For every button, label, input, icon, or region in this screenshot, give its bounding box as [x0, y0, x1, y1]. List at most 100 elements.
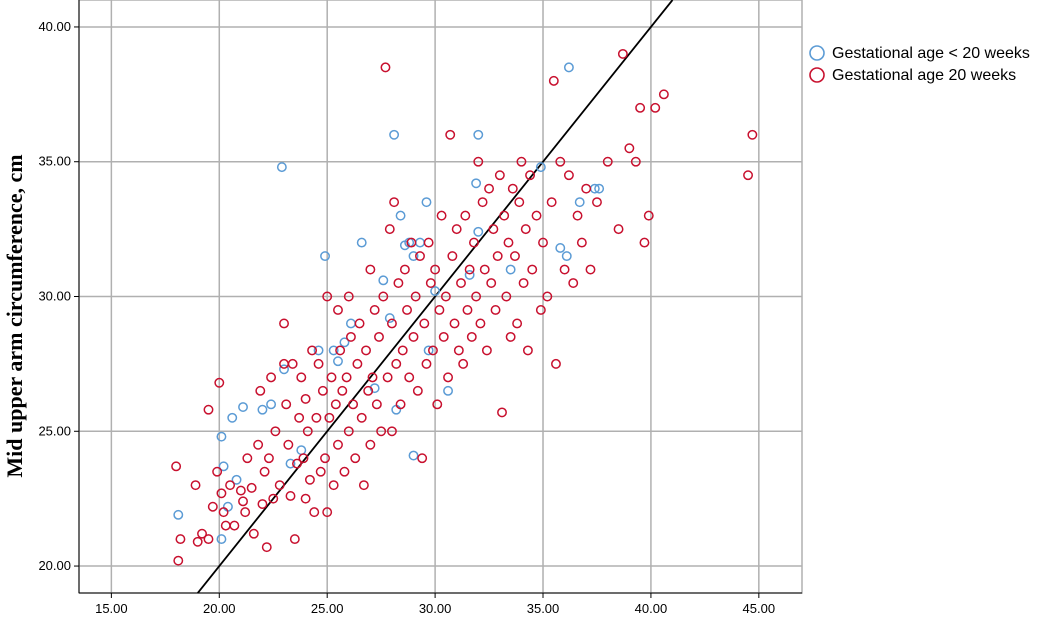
data-point	[466, 331, 477, 342]
data-point	[324, 412, 335, 423]
data-point	[231, 474, 242, 485]
data-point	[203, 404, 214, 415]
data-point	[546, 197, 557, 208]
data-point	[279, 318, 289, 329]
y-axis-title: Mid upper arm circumference, cm	[2, 154, 27, 477]
data-point	[358, 480, 369, 491]
data-point	[386, 318, 397, 329]
data-point	[259, 466, 270, 477]
data-point	[173, 509, 184, 520]
data-point	[285, 491, 296, 501]
data-point	[421, 197, 432, 208]
data-point	[505, 264, 516, 275]
data-point	[333, 305, 343, 315]
data-point	[386, 426, 397, 437]
data-point	[440, 291, 451, 302]
data-point	[268, 493, 279, 504]
data-point	[216, 534, 227, 545]
data-point	[430, 286, 441, 297]
series-2-points	[171, 48, 758, 566]
data-point	[218, 507, 229, 518]
data-point	[242, 453, 253, 464]
data-point	[551, 358, 561, 369]
data-point	[322, 507, 333, 518]
legend-marker	[809, 67, 825, 83]
data-point	[471, 178, 482, 189]
data-point	[175, 534, 186, 545]
data-point	[555, 156, 566, 167]
data-point	[238, 496, 248, 507]
data-point	[503, 237, 514, 248]
data-point	[363, 385, 374, 396]
y-tick-label: 30.00	[38, 289, 71, 304]
data-point	[423, 237, 434, 248]
data-point	[326, 372, 337, 383]
data-point	[257, 499, 268, 509]
data-point	[561, 251, 572, 262]
data-point	[255, 385, 266, 396]
data-point	[419, 318, 430, 329]
data-point	[266, 372, 277, 383]
data-point	[345, 331, 356, 342]
data-point	[505, 331, 516, 342]
data-point	[415, 251, 425, 262]
data-point	[559, 264, 570, 275]
data-point	[384, 313, 395, 324]
data-point	[343, 291, 354, 302]
data-point	[371, 399, 382, 410]
data-point	[294, 412, 305, 423]
data-point	[514, 197, 525, 208]
data-point	[389, 197, 400, 208]
x-tick-label: 40.00	[635, 601, 668, 616]
identity-reference-line	[196, 0, 674, 594]
x-tick-label: 35.00	[527, 601, 560, 616]
data-point	[361, 345, 371, 356]
data-point	[374, 331, 384, 342]
data-point	[535, 162, 546, 173]
data-point	[527, 264, 538, 275]
grid-layer	[79, 0, 802, 593]
data-point	[408, 251, 419, 262]
data-point	[296, 445, 307, 456]
data-point	[490, 305, 501, 315]
data-point	[464, 264, 475, 275]
data-point	[212, 466, 223, 477]
data-point	[350, 453, 361, 464]
data-point	[281, 399, 292, 410]
data-point	[257, 404, 268, 415]
data-point	[356, 412, 367, 423]
x-tick-label: 45.00	[743, 601, 776, 616]
data-point	[436, 210, 447, 221]
data-point	[451, 224, 462, 235]
data-point	[464, 269, 475, 280]
data-point	[432, 399, 443, 410]
tick-label-layer: 15.00 20.00 25.00 30.00 35.00 40.00 45.00 20.00…	[38, 19, 775, 616]
data-point	[423, 345, 434, 356]
data-point	[402, 305, 412, 315]
data-point	[563, 62, 574, 73]
data-point	[296, 372, 307, 383]
data-point	[497, 407, 507, 418]
data-point	[434, 305, 445, 315]
data-point	[531, 210, 542, 221]
data-point	[494, 170, 505, 181]
data-point	[430, 264, 441, 275]
data-point	[581, 183, 592, 194]
data-point	[417, 453, 428, 464]
data-point	[304, 474, 315, 485]
data-point	[207, 501, 218, 512]
data-point	[408, 450, 419, 461]
data-point	[220, 520, 231, 531]
data-point	[404, 372, 415, 383]
data-point	[538, 237, 548, 248]
data-point	[285, 458, 296, 469]
data-point	[292, 458, 302, 469]
data-point	[473, 226, 484, 237]
data-point	[563, 170, 574, 181]
data-point	[650, 102, 661, 113]
data-point	[289, 534, 300, 545]
data-point	[322, 291, 333, 302]
data-point	[406, 237, 417, 248]
